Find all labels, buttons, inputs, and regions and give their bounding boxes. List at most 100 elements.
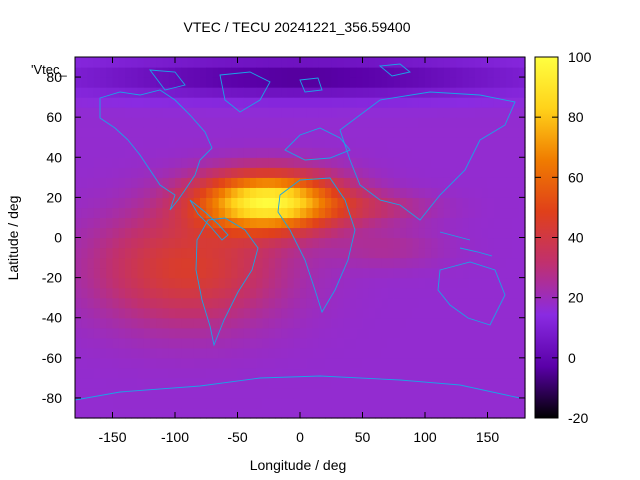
heatmap-cell — [406, 367, 414, 379]
heatmap-cell — [225, 277, 232, 289]
heatmap-cell — [175, 377, 182, 389]
heatmap-cell — [131, 197, 139, 209]
heatmap-cell — [393, 217, 401, 229]
heatmap-cell — [375, 317, 382, 329]
heatmap-cell — [293, 257, 301, 269]
heatmap-cell — [462, 247, 470, 259]
heatmap-cell — [300, 227, 307, 239]
heatmap-cell — [168, 287, 176, 299]
heatmap-cell — [356, 377, 364, 389]
heatmap-cell — [406, 337, 414, 349]
heatmap-cell — [393, 157, 401, 168]
heatmap-cell — [293, 217, 301, 229]
heatmap-cell — [318, 67, 326, 78]
heatmap-cell — [462, 97, 470, 108]
heatmap-cell — [131, 247, 139, 259]
heatmap-cell — [150, 337, 157, 349]
heatmap-cell — [325, 257, 332, 269]
heatmap-cell — [200, 367, 207, 379]
heatmap-cell — [100, 367, 107, 379]
heatmap-cell — [231, 117, 239, 128]
heatmap-cell — [106, 267, 114, 279]
heatmap-cell — [456, 387, 464, 399]
heatmap-cell — [131, 237, 139, 249]
heatmap-cell — [493, 107, 501, 118]
heatmap-cell — [400, 77, 407, 88]
heatmap-cell — [356, 317, 364, 329]
heatmap-cell — [162, 247, 170, 259]
heatmap-cell — [493, 287, 501, 299]
heatmap-cell — [487, 207, 495, 219]
heatmap-cell — [262, 207, 270, 219]
heatmap-cell — [100, 247, 107, 259]
heatmap-cell — [237, 127, 245, 138]
heatmap-cell — [287, 177, 295, 188]
heatmap-cell — [75, 307, 82, 319]
heatmap-cell — [231, 247, 239, 259]
heatmap-cell — [300, 257, 307, 269]
heatmap-cell — [275, 197, 282, 209]
heatmap-cell — [468, 307, 476, 319]
heatmap-cell — [143, 367, 151, 379]
heatmap-cell — [168, 107, 176, 118]
heatmap-cell — [250, 317, 257, 329]
heatmap-cell — [200, 357, 207, 369]
heatmap-cell — [193, 257, 201, 269]
heatmap-cell — [212, 287, 220, 299]
heatmap-cell — [312, 127, 320, 138]
heatmap-cell — [475, 77, 482, 88]
heatmap-cell — [418, 67, 426, 78]
heatmap-cell — [375, 167, 382, 178]
heatmap-cell — [337, 377, 345, 389]
heatmap-cell — [443, 237, 451, 249]
heatmap-cell — [218, 187, 226, 198]
heatmap-cell — [406, 397, 414, 409]
heatmap-cell — [112, 97, 120, 108]
heatmap-cell — [112, 137, 120, 148]
heatmap-cell — [181, 277, 189, 289]
heatmap-cell — [331, 287, 339, 299]
heatmap-cell — [437, 157, 445, 168]
heatmap-cell — [475, 307, 482, 319]
heatmap-cell — [375, 377, 382, 389]
heatmap-cell — [381, 297, 389, 309]
heatmap-cell — [268, 177, 276, 188]
heatmap-cell — [412, 117, 420, 128]
heatmap-cell — [487, 267, 495, 279]
heatmap-cell — [162, 307, 170, 319]
heatmap-cell — [93, 97, 101, 108]
heatmap-cell — [381, 397, 389, 409]
heatmap-cell — [431, 127, 439, 138]
heatmap-cell — [350, 97, 357, 108]
heatmap-cell — [412, 157, 420, 168]
heatmap-cell — [356, 177, 364, 188]
heatmap-cell — [143, 347, 151, 359]
heatmap-cell — [175, 297, 182, 309]
heatmap-cell — [312, 247, 320, 259]
heatmap-cell — [237, 67, 245, 78]
heatmap-cell — [243, 257, 251, 269]
heatmap-cell — [312, 177, 320, 188]
heatmap-cell — [425, 347, 432, 359]
heatmap-cell — [243, 97, 251, 108]
heatmap-cell — [475, 377, 482, 389]
heatmap-cell — [331, 397, 339, 409]
heatmap-cell — [175, 137, 182, 148]
heatmap-cell — [150, 57, 157, 68]
heatmap-cell — [400, 367, 407, 379]
heatmap-cell — [212, 347, 220, 359]
heatmap-cell — [306, 227, 314, 239]
heatmap-cell — [350, 127, 357, 138]
heatmap-cell — [231, 207, 239, 219]
heatmap-cell — [87, 157, 95, 168]
heatmap-cell — [93, 227, 101, 239]
heatmap-cell — [275, 377, 282, 389]
heatmap-cell — [106, 227, 114, 239]
heatmap-cell — [468, 57, 476, 68]
heatmap-cell — [200, 397, 207, 409]
heatmap-cell — [237, 87, 245, 98]
heatmap-cell — [343, 227, 351, 239]
heatmap-cell — [187, 237, 195, 249]
heatmap-cell — [125, 97, 132, 108]
heatmap-cell — [156, 357, 164, 369]
